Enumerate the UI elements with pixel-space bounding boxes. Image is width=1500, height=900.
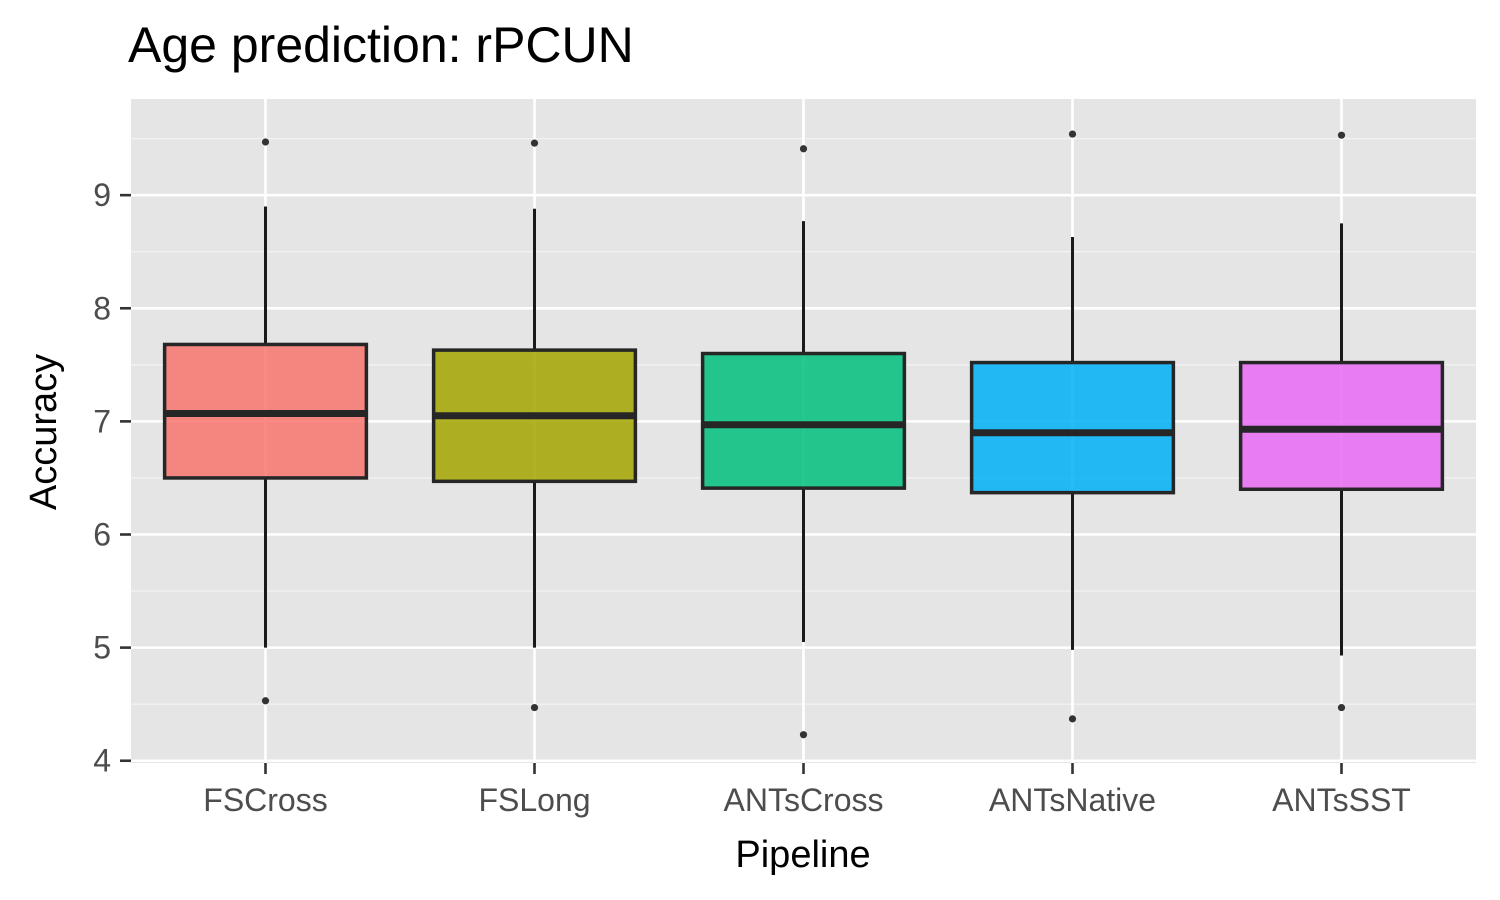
y-axis-title: Accuracy [23,354,65,510]
x-axis: FSCross FSLong ANTsCross ANTsNative ANTsSST [203,763,1411,818]
x-tick-label: ANTsCross [723,782,883,818]
chart-title: Age prediction: rPCUN [128,17,634,73]
x-axis-title: Pipeline [735,834,870,876]
box-fscross [162,138,369,705]
outlier-point [1068,715,1077,723]
outlier-point [799,731,808,739]
y-axis: 4 5 6 7 8 9 [93,177,131,779]
y-tick-label: 7 [93,403,111,439]
x-tick-label: ANTsNative [989,782,1156,818]
y-tick-label: 6 [93,517,111,553]
box-antssst [1238,131,1445,712]
box-antsnative [969,130,1176,723]
y-tick-label: 9 [93,177,111,213]
box-series [162,130,1445,739]
y-tick-label: 4 [93,743,111,779]
outlier-point [1337,131,1346,139]
outlier-point [530,703,539,712]
box-antscross [700,145,907,739]
outlier-point [530,139,539,147]
x-tick-label: FSCross [203,782,327,818]
x-tick-label: FSLong [478,782,590,818]
outlier-point [261,138,270,146]
outlier-point [261,697,270,705]
iqr-box [700,351,907,490]
x-tick-label: ANTsSST [1272,782,1411,818]
box-fslong [431,139,638,712]
outlier-point [1337,703,1346,712]
outlier-point [799,145,808,153]
y-tick-label: 5 [93,630,111,666]
iqr-box [969,360,1176,495]
y-tick-label: 8 [93,290,111,326]
outlier-point [1068,130,1077,138]
